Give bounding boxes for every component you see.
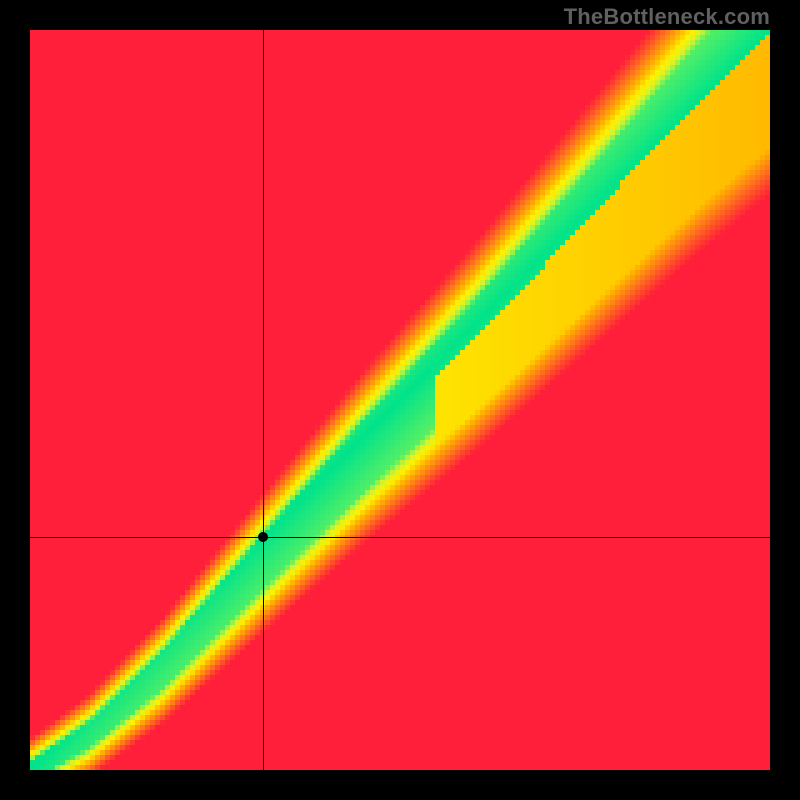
bottleneck-heatmap-page: { "watermark": { "text": "TheBottleneck.… (0, 0, 800, 800)
watermark-text: TheBottleneck.com (564, 4, 770, 30)
selection-marker (258, 532, 268, 542)
bottleneck-heatmap-canvas (30, 30, 770, 770)
crosshair-horizontal (30, 537, 770, 538)
crosshair-vertical (263, 30, 264, 770)
